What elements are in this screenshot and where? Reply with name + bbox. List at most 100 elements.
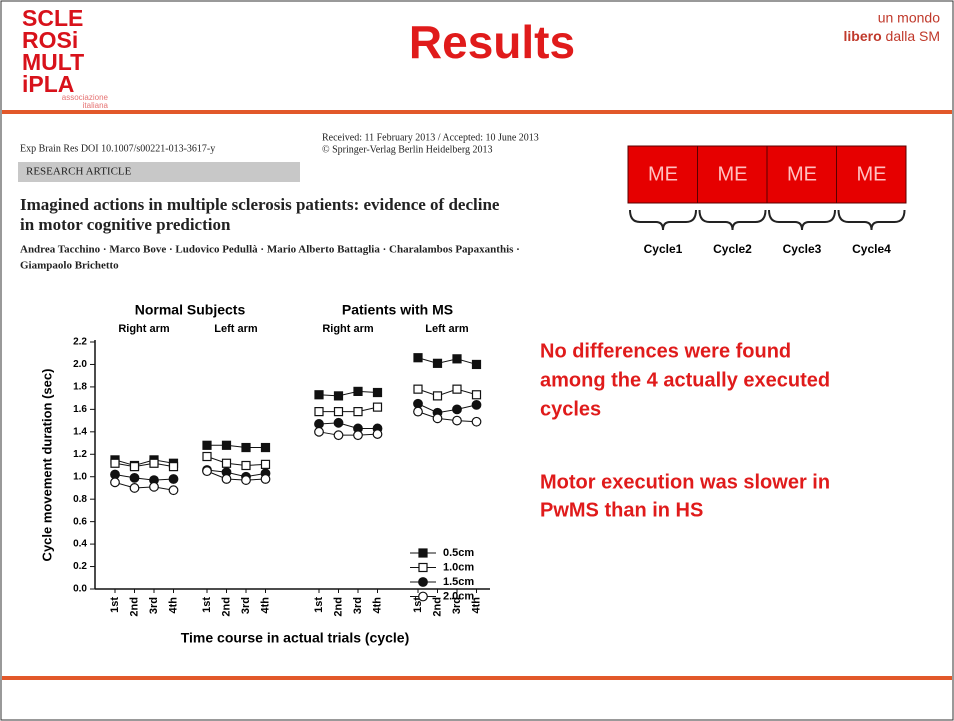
marker [333,430,344,441]
y-tick-label: 0.4 [73,539,87,550]
me-label: ME [787,163,817,185]
marker [432,391,443,401]
marker [241,475,251,485]
brace [768,209,836,231]
received: Received: 11 February 2013 / Accepted: 1… [322,132,539,143]
me-box [766,145,837,204]
marker [202,440,212,450]
logo-sub: italiana [83,101,109,110]
marker [333,407,344,417]
marker [452,415,462,426]
marker [452,404,462,415]
article-bar [18,162,300,182]
series-line [114,462,174,468]
marker [418,591,428,602]
logo-line: MULT [22,49,84,75]
legend-label: 1.5cm [443,576,474,588]
y-axis-label: Cycle movement duration (sec) [39,369,54,562]
cycle-label: Cycle4 [852,242,891,256]
x-axis-label: Time course in actual trials (cycle) [181,630,410,646]
x-tick-label: 4th [470,597,482,614]
marker [129,483,140,493]
footer-rule [2,676,952,680]
marker [168,474,179,484]
paper-header: Exp Brain Res DOI 10.1007/s00221-013-361… [18,132,539,272]
logo-sub: associazione [62,93,109,102]
logo-line: ROSi [22,27,78,53]
me-box [697,145,768,204]
legend-label: 0.5cm [443,547,474,559]
marker [418,562,428,573]
header-rule [2,110,952,114]
authors: Andrea Tacchino · Marco Bove · Ludovico … [20,244,520,256]
series-line [318,390,378,397]
x-tick-label: 3rd [148,597,160,614]
marker [372,402,383,412]
marker [149,458,159,468]
marker [413,384,423,394]
series-line [417,411,477,423]
me-label: ME [648,163,678,185]
x-tick-label: 3rd [451,597,463,614]
marker [314,407,324,417]
logo: SCLE ROSi MULT iPLA associazione italian… [22,5,109,110]
tagline-bold: libero [844,28,882,44]
marker [129,472,140,483]
marker [221,440,232,450]
series-line [114,481,174,491]
marker [452,384,462,394]
marker [202,466,212,477]
marker [202,451,212,462]
series-line [206,470,266,481]
y-tick-label: 1.8 [73,382,87,393]
marker [129,462,140,472]
marker [353,430,363,441]
marker [432,358,443,368]
x-tick-label: 2nd [431,597,443,617]
series-line [318,422,378,429]
y-tick-label: 2.0 [73,359,87,370]
x-tick-label: 3rd [240,597,252,614]
x-tick-label: 1st [201,597,213,613]
brace [837,209,906,231]
series-line [417,388,477,397]
tagline: libero dalla SM [844,28,940,44]
marker [333,417,344,428]
finding-text: cycles [540,398,601,420]
cycle-label: Cycle3 [783,242,822,256]
x-tick-label: 4th [371,597,383,614]
marker [471,416,482,427]
y-tick-label: 1.2 [73,449,87,460]
x-tick-label: 4th [167,597,179,614]
paper-title: in motor cognitive prediction [20,215,231,234]
marker [241,460,251,471]
arm-label: Left arm [214,323,258,335]
x-tick-label: 1st [313,597,325,613]
x-tick-label: 4th [259,597,271,614]
marker [260,459,271,469]
authors: Giampaolo Brichetto [20,260,119,272]
me-box [836,145,907,204]
marker [471,390,482,400]
series-line [318,431,378,436]
x-tick-label: 2nd [128,597,140,617]
logo-line: SCLE [22,5,83,31]
y-tick-label: 2.2 [73,337,87,348]
legend-label: 1.0cm [443,561,474,573]
marker [221,458,232,468]
marker [418,548,428,558]
arm-label: Right arm [322,323,374,335]
x-tick-label: 2nd [332,597,344,617]
marker [314,390,324,400]
marker [413,353,423,363]
marker [418,577,428,587]
marker [149,481,159,492]
y-tick-label: 0.0 [73,584,87,595]
finding-text: No differences were found [540,340,791,362]
logo-line: iPLA [22,71,74,97]
x-tick-label: 3rd [352,597,364,614]
marker [372,429,383,439]
group-title: Normal Subjects [135,302,246,318]
marker [260,474,271,484]
